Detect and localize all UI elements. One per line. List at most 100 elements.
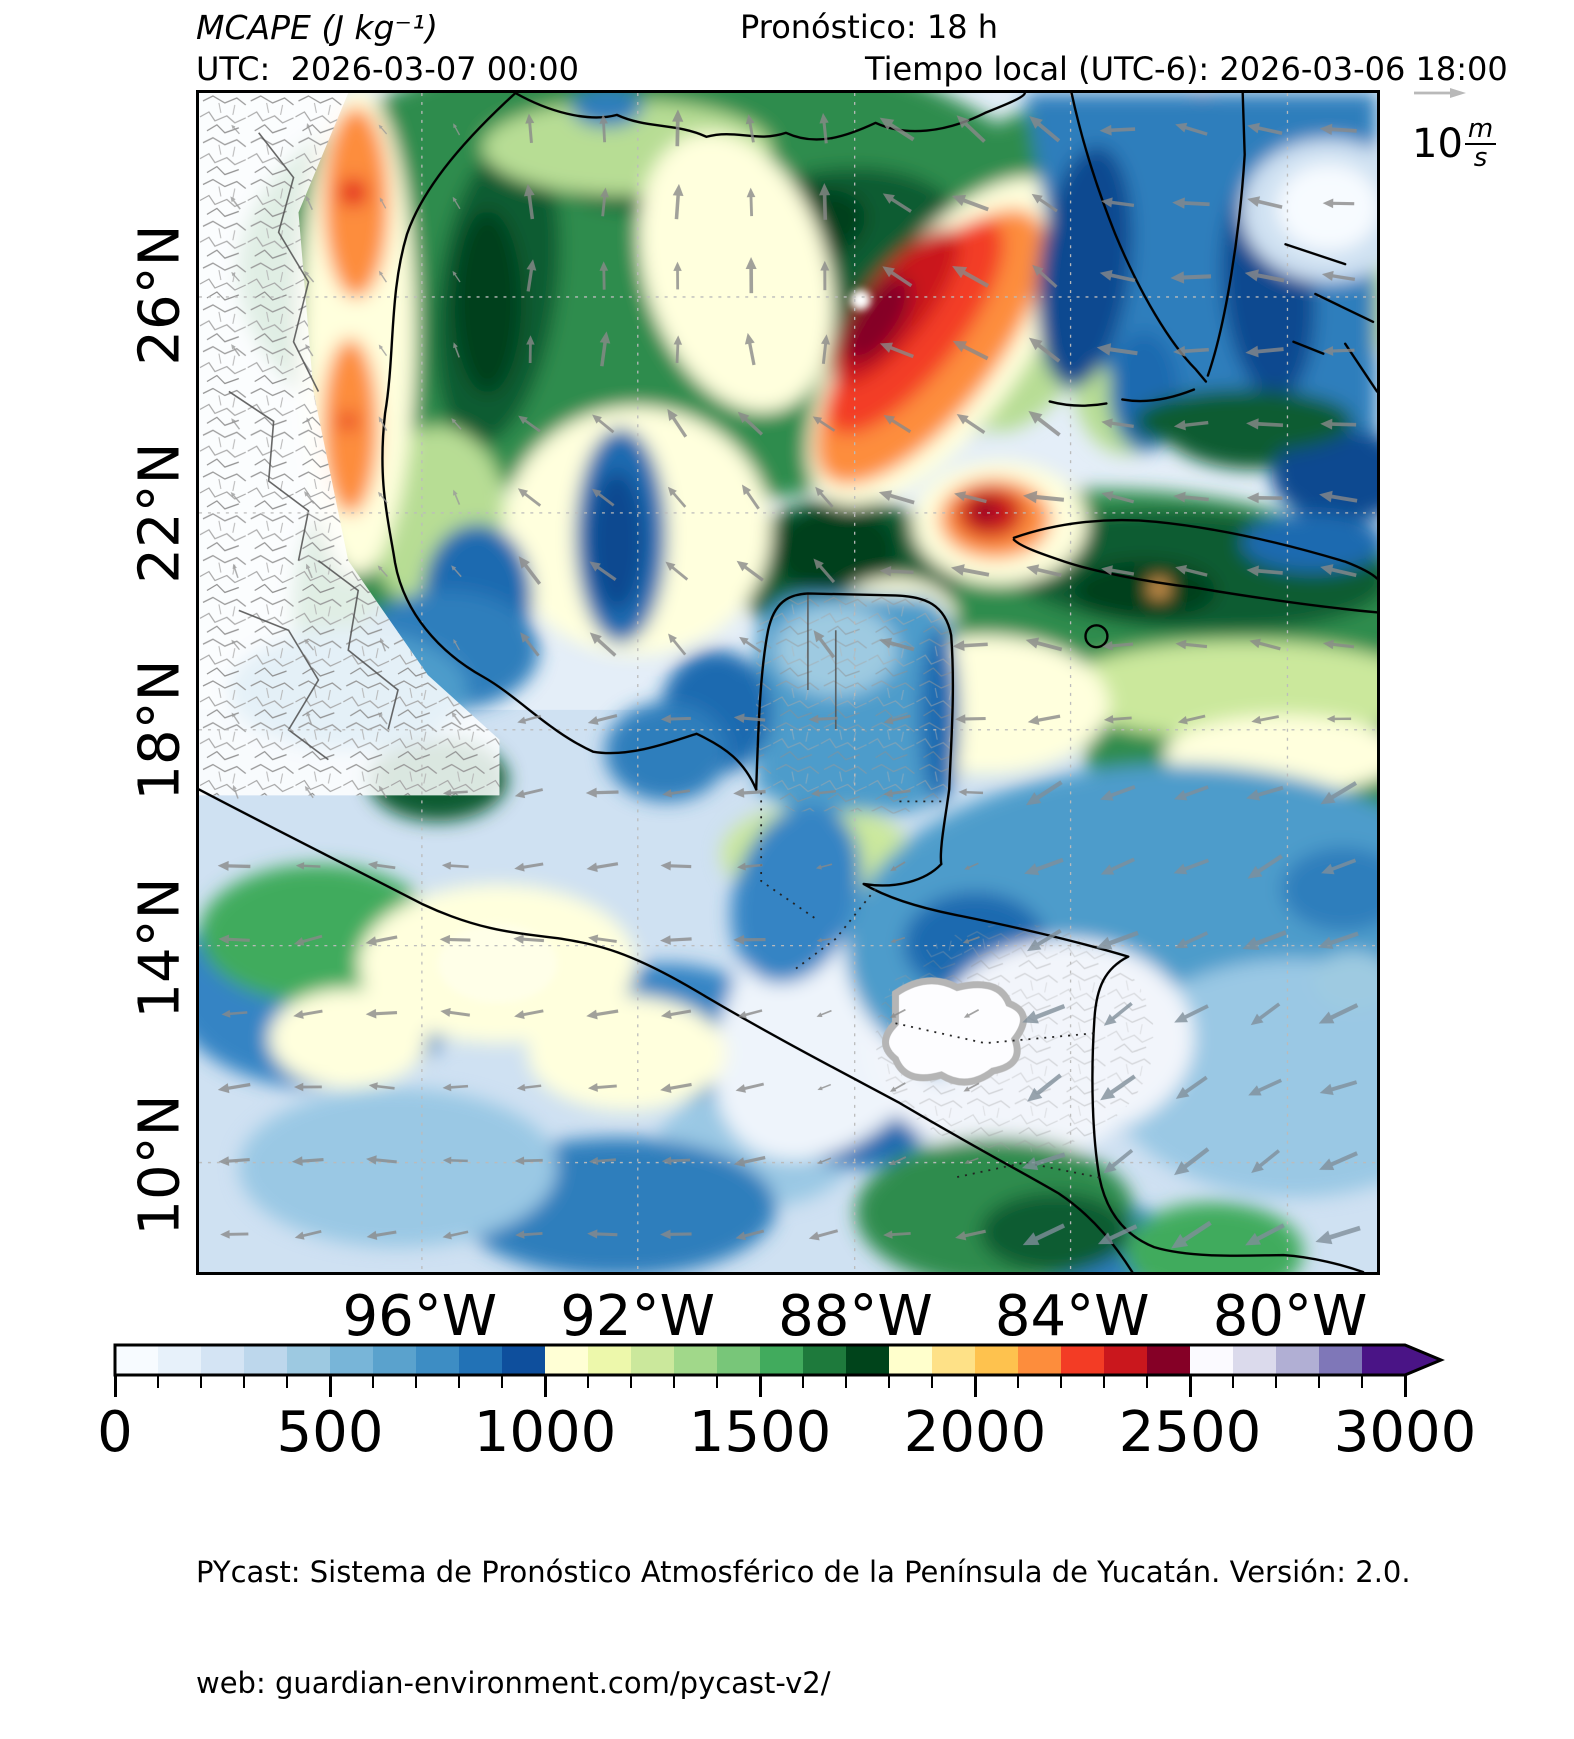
wind-arrow-icon: [517, 488, 542, 507]
wind-arrow-icon: [1172, 197, 1210, 209]
colorbar-minor-tick: [673, 1375, 675, 1388]
wind-arrow-icon: [733, 934, 766, 945]
wind-arrow-icon: [817, 1157, 832, 1164]
colorbar-minor-tick: [415, 1375, 417, 1388]
wind-scale-legend: 10 m s: [1412, 84, 1497, 194]
colorbar-minor-tick: [888, 1375, 890, 1388]
wind-arrow-icon: [1315, 1225, 1361, 1245]
map-panel: [196, 90, 1380, 1275]
wind-arrow-icon: [1322, 198, 1355, 209]
wind-arrow-icon: [599, 261, 609, 290]
wind-arrow-icon: [591, 488, 615, 507]
wind-arrow-icon: [365, 935, 398, 946]
wind-arrow-icon: [660, 714, 691, 724]
colorbar-major-tick: [1403, 1375, 1407, 1397]
wind-arrow-icon: [378, 124, 388, 135]
x-tick-label: 96°W: [342, 1284, 498, 1349]
wind-arrow-icon: [811, 789, 837, 797]
colorbar-minor-tick: [157, 1375, 159, 1388]
wind-arrow-icon: [672, 183, 684, 220]
wind-arrow-icon: [378, 416, 388, 432]
wind-arrow-icon: [890, 861, 906, 872]
wind-arrow-icon: [1028, 337, 1061, 363]
wind-arrow-icon: [1321, 858, 1357, 875]
wind-arrow-icon: [883, 789, 911, 798]
colorbar-tick-label: 500: [276, 1400, 384, 1465]
wind-arrow-icon: [1321, 270, 1356, 282]
wind-arrow-icon: [955, 714, 986, 724]
wind-arrow-icon: [295, 862, 321, 870]
wind-arrow-icon: [1025, 780, 1063, 806]
wind-arrow-icon: [1173, 345, 1209, 357]
wind-arrow-icon: [962, 936, 980, 944]
forecast-hour-label: Pronóstico: 18 h: [740, 8, 999, 46]
wind-arrow-icon: [733, 787, 766, 798]
wind-arrow-icon: [1173, 419, 1209, 431]
wind-arrow-icon: [516, 1083, 542, 1092]
wind-arrow-icon: [514, 788, 544, 799]
wind-arrow-icon: [365, 1008, 398, 1019]
wind-arrow-icon: [304, 491, 315, 504]
wind-arrow-icon: [879, 565, 914, 577]
wind-arrow-icon: [1029, 116, 1061, 143]
wind-arrow-icon: [1100, 857, 1135, 875]
colorbar-minor-tick: [501, 1375, 503, 1388]
wind-arrow-icon: [231, 271, 240, 282]
wind-arrow-icon: [890, 936, 906, 943]
wind-arrow-icon: [293, 934, 323, 946]
wind-arrow-icon: [453, 123, 461, 136]
wind-arrow-icon: [1022, 490, 1065, 504]
wind-arrow-icon: [737, 411, 764, 436]
wind-arrow-icon: [451, 565, 462, 578]
wind-arrow-icon: [879, 637, 915, 652]
wind-arrow-icon: [1247, 122, 1283, 136]
footer-line1: PYcast: Sistema de Pronóstico Atmosféric…: [196, 1555, 1411, 1589]
x-tick-label: 88°W: [778, 1284, 933, 1349]
wind-arrow-icon: [585, 787, 619, 798]
wind-arrow-icon: [660, 861, 692, 871]
colorbar-tick-label: 2500: [1118, 1400, 1262, 1465]
wind-arrow-icon: [1102, 641, 1134, 651]
wind-arrow-icon: [1247, 196, 1283, 209]
wind-arrow-icon: [879, 117, 915, 142]
wind-arrow-icon: [746, 187, 756, 217]
wind-arrow-icon: [952, 265, 990, 288]
colorbar-major-tick: [758, 1375, 762, 1397]
wind-arrow-icon: [739, 636, 762, 653]
wind-arrow-icon: [589, 632, 617, 657]
wind-arrow-icon: [816, 1009, 832, 1017]
wind-arrow-icon: [1242, 930, 1287, 951]
wind-arrow-icon: [523, 183, 535, 220]
colorbar-major-tick: [973, 1375, 977, 1397]
wind-arrow-icon: [673, 261, 682, 290]
wind-arrow-icon: [1244, 269, 1285, 283]
wind-arrow-icon: [231, 639, 240, 651]
wind-arrow-icon: [1021, 1152, 1066, 1171]
wind-arrow-icon: [660, 1009, 692, 1020]
wind-arrow-icon: [956, 413, 986, 434]
wind-arrow-icon: [231, 124, 240, 135]
wind-arrow-icon: [815, 863, 833, 870]
wind-arrow-icon: [230, 196, 241, 210]
utc-time-label: UTC: 2026-03-07 00:00: [196, 50, 579, 88]
wind-arrow-icon: [1099, 784, 1136, 801]
colorbar-tick-label: 3000: [1333, 1400, 1477, 1465]
wind-arrow-icon: [1317, 931, 1359, 949]
wind-arrow-icon: [451, 418, 462, 430]
wind-arrow-icon: [1026, 564, 1062, 578]
colorbar-tick-label: 1000: [473, 1400, 617, 1465]
wind-arrow-icon: [745, 256, 757, 294]
wind-arrow-icon: [1099, 124, 1136, 136]
wind-arrow-icon: [958, 788, 984, 796]
wind-arrow-icon: [660, 1082, 692, 1094]
wind-arrow-icon: [378, 712, 388, 725]
wind-arrow-icon: [883, 1230, 911, 1239]
wind-arrow-icon: [442, 1230, 469, 1240]
colorbar-minor-tick: [1275, 1375, 1277, 1388]
wind-arrow-icon: [599, 331, 611, 367]
wind-arrow-icon: [668, 633, 687, 656]
wind-arrow-icon: [661, 1156, 691, 1166]
wind-arrow-icon: [667, 486, 687, 508]
wind-arrow-icon: [293, 1082, 322, 1092]
wind-arrow-icon: [741, 484, 760, 510]
